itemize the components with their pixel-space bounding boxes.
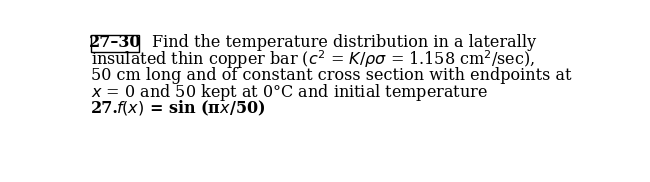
Text: 27–30: 27–30 bbox=[89, 34, 142, 51]
Text: 50 cm long and of constant cross section with endpoints at: 50 cm long and of constant cross section… bbox=[91, 67, 572, 84]
Text: $x$ = 0 and 50 kept at 0°C and initial temperature: $x$ = 0 and 50 kept at 0°C and initial t… bbox=[91, 82, 488, 103]
Text: Find the temperature distribution in a laterally: Find the temperature distribution in a l… bbox=[152, 34, 536, 51]
Bar bbox=[91, 35, 139, 52]
Text: $f(x)$ = sin (π$x$/50): $f(x)$ = sin (π$x$/50) bbox=[116, 99, 265, 118]
Text: insulated thin copper bar ($c^2$ = $K/\rho\sigma$ = 1.158 cm$^2$/sec),: insulated thin copper bar ($c^2$ = $K/\r… bbox=[91, 48, 536, 71]
Text: 27.: 27. bbox=[91, 100, 119, 117]
